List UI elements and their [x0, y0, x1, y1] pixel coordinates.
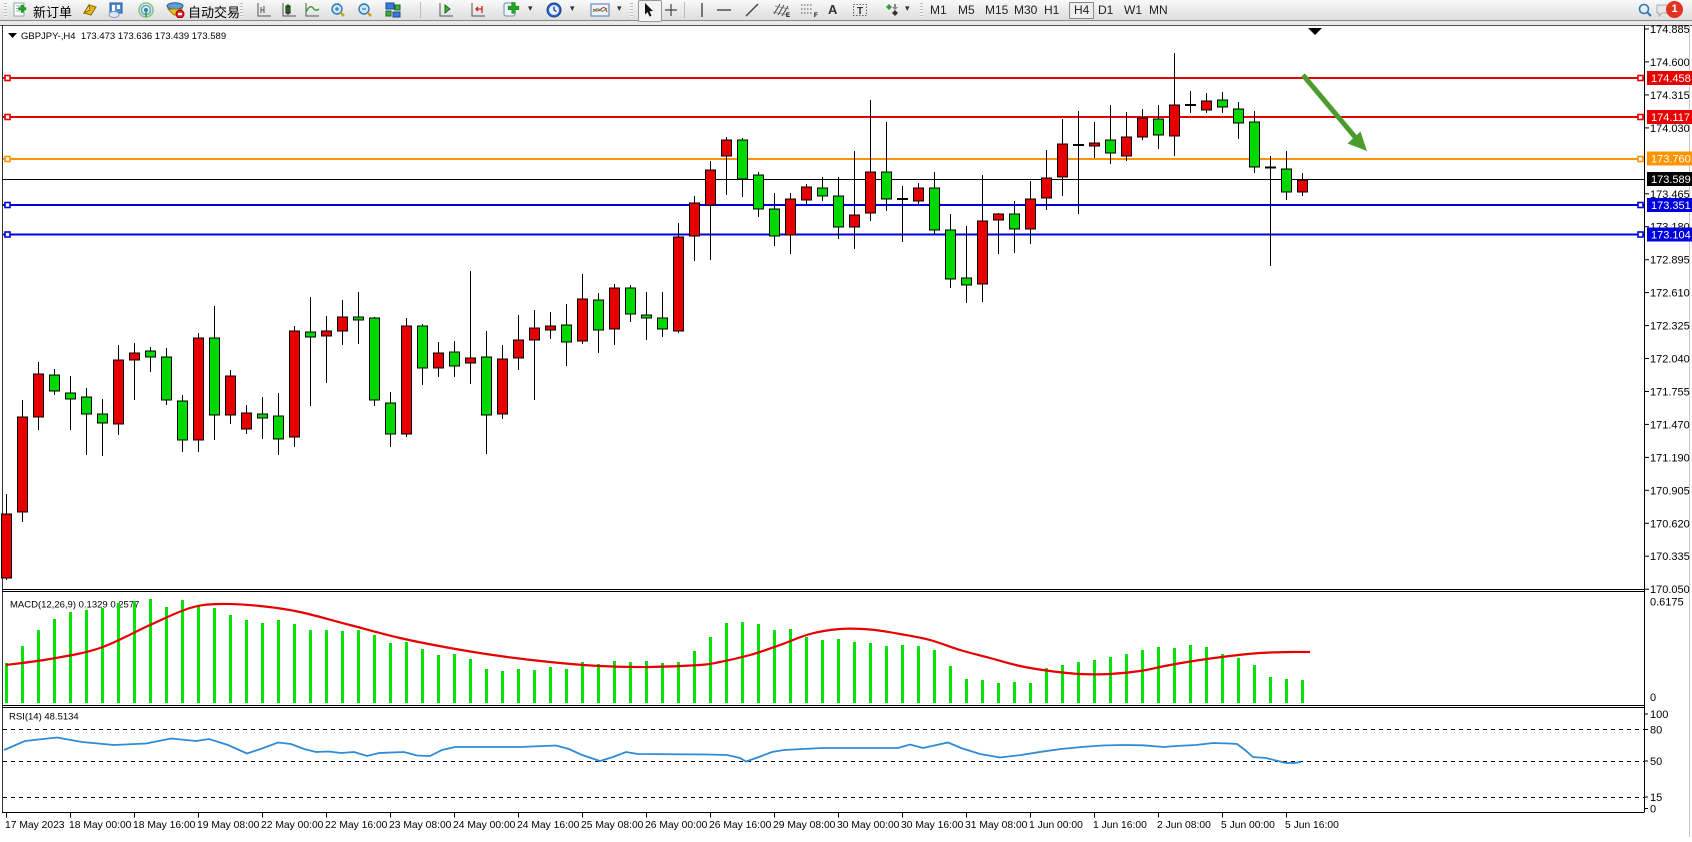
svg-text:173.760: 173.760 [1651, 154, 1691, 166]
svg-text:173.104: 173.104 [1651, 230, 1691, 242]
svg-text:172.325: 172.325 [1650, 321, 1690, 333]
svg-text:173.589: 173.589 [1651, 174, 1691, 186]
svg-text:80: 80 [1650, 725, 1662, 737]
svg-text:30 May 16:00: 30 May 16:00 [901, 820, 964, 831]
svg-text:2 Jun 08:00: 2 Jun 08:00 [1157, 820, 1211, 831]
svg-text:1 Jun 16:00: 1 Jun 16:00 [1093, 820, 1147, 831]
svg-text:25 May 08:00: 25 May 08:00 [581, 820, 644, 831]
svg-text:170.050: 170.050 [1650, 584, 1690, 596]
svg-text:26 May 16:00: 26 May 16:00 [709, 820, 772, 831]
svg-text:174.458: 174.458 [1651, 73, 1691, 85]
svg-text:174.117: 174.117 [1651, 112, 1690, 124]
svg-text:173.465: 173.465 [1650, 189, 1690, 201]
svg-text:173.351: 173.351 [1651, 200, 1691, 212]
svg-text:24 May 00:00: 24 May 00:00 [453, 820, 516, 831]
svg-text:T: T [857, 6, 863, 17]
svg-text:0: 0 [1650, 692, 1656, 704]
svg-text:23 May 08:00: 23 May 08:00 [389, 820, 452, 831]
svg-text:0.6175: 0.6175 [1650, 597, 1684, 609]
svg-text:19 May 08:00: 19 May 08:00 [197, 820, 260, 831]
svg-text:0: 0 [1650, 804, 1656, 816]
svg-text:24 May 16:00: 24 May 16:00 [517, 820, 580, 831]
svg-text:22 May 16:00: 22 May 16:00 [325, 820, 388, 831]
svg-text:174.600: 174.600 [1650, 57, 1690, 69]
svg-text:100: 100 [1650, 709, 1668, 721]
svg-text:29 May 08:00: 29 May 08:00 [773, 820, 836, 831]
svg-text:31 May 08:00: 31 May 08:00 [965, 820, 1028, 831]
svg-text:50: 50 [1650, 756, 1662, 768]
svg-text:E: E [786, 13, 790, 18]
svg-text:170.905: 170.905 [1650, 485, 1690, 497]
svg-text:171.470: 171.470 [1650, 419, 1690, 431]
svg-text:171.755: 171.755 [1650, 387, 1690, 399]
svg-text:18 May 16:00: 18 May 16:00 [133, 820, 196, 831]
svg-text:F: F [814, 13, 818, 18]
svg-text:RSI(14) 48.5134: RSI(14) 48.5134 [9, 712, 79, 723]
svg-text:MACD(12,26,9) 0.1329 0.2577: MACD(12,26,9) 0.1329 0.2577 [10, 600, 139, 611]
svg-text:5 Jun 16:00: 5 Jun 16:00 [1285, 820, 1339, 831]
svg-text:1 Jun 00:00: 1 Jun 00:00 [1029, 820, 1083, 831]
svg-text:174.885: 174.885 [1650, 24, 1690, 36]
svg-text:174.030: 174.030 [1650, 123, 1690, 135]
svg-text:174.315: 174.315 [1650, 90, 1690, 102]
svg-text:18 May 00:00: 18 May 00:00 [69, 820, 132, 831]
svg-text:172.040: 172.040 [1650, 354, 1690, 366]
svg-text:172.895: 172.895 [1650, 255, 1690, 267]
svg-text:15: 15 [1650, 792, 1662, 804]
svg-text:26 May 00:00: 26 May 00:00 [645, 820, 708, 831]
svg-text:22 May 00:00: 22 May 00:00 [261, 820, 324, 831]
svg-text:170.335: 170.335 [1650, 551, 1690, 563]
svg-text:170.620: 170.620 [1650, 518, 1690, 530]
svg-text:171.190: 171.190 [1650, 452, 1690, 464]
svg-text:5 Jun 00:00: 5 Jun 00:00 [1221, 820, 1275, 831]
svg-text:172.610: 172.610 [1650, 288, 1690, 300]
svg-text:30 May 00:00: 30 May 00:00 [837, 820, 900, 831]
svg-text:17 May 2023: 17 May 2023 [5, 820, 65, 831]
svg-text:GBPJPY-,H4 173.473 173.636 17: GBPJPY-,H4 173.473 173.636 173.439 173.5… [21, 31, 226, 42]
